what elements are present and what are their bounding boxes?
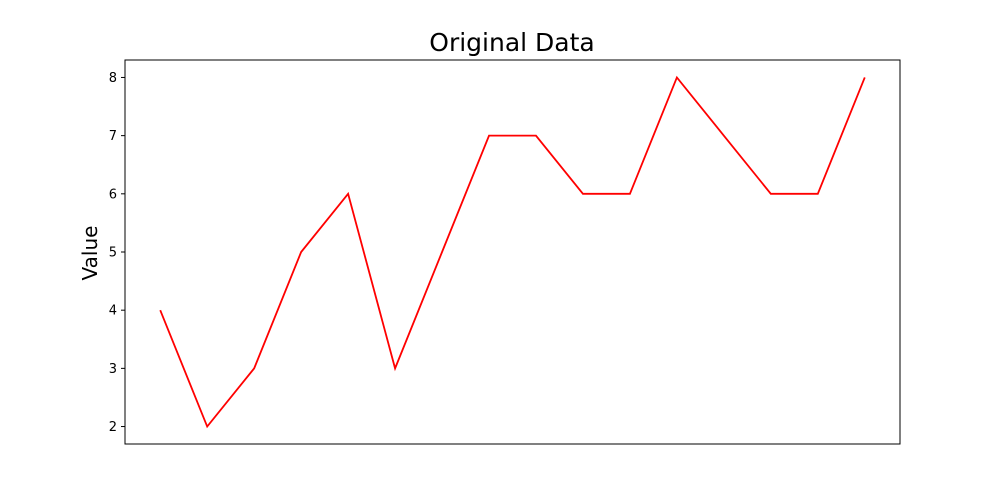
y-tick-label: 3 bbox=[109, 362, 117, 377]
y-tick-label: 2 bbox=[109, 420, 117, 435]
plot-area bbox=[159, 75, 866, 429]
chart-title: Original Data bbox=[429, 28, 594, 57]
y-tick-label: 5 bbox=[109, 246, 117, 261]
series-line bbox=[159, 75, 866, 429]
y-tick-label: 6 bbox=[109, 187, 117, 202]
y-axis-ticks: 2 3 4 5 6 7 8 bbox=[109, 71, 125, 435]
y-tick-label: 8 bbox=[109, 71, 117, 86]
y-tick-label: 7 bbox=[109, 129, 117, 144]
y-tick-label: 4 bbox=[109, 304, 117, 319]
y-axis-label: Value bbox=[78, 226, 102, 281]
